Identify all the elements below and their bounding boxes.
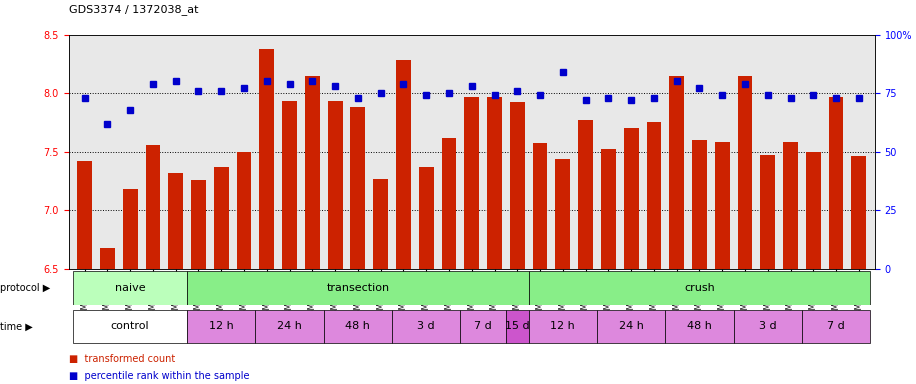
Text: 24 h: 24 h [618,321,644,331]
Text: 12 h: 12 h [209,321,234,331]
Bar [187,310,256,343]
Bar [169,173,183,269]
Bar [442,137,456,269]
Bar [670,76,684,269]
Text: 3 d: 3 d [418,321,435,331]
Bar [328,101,343,269]
Bar [282,101,297,269]
Bar [597,310,665,343]
Text: ■  transformed count: ■ transformed count [69,354,175,364]
Bar [783,142,798,269]
Bar [419,167,433,269]
Text: naive: naive [114,283,146,293]
Text: crush: crush [684,283,714,293]
Text: ■  percentile rank within the sample: ■ percentile rank within the sample [69,371,249,381]
Bar [802,310,870,343]
Text: 24 h: 24 h [278,321,302,331]
Bar [461,310,506,343]
Bar [647,122,661,269]
Bar [806,152,821,269]
Bar [529,310,597,343]
Bar [601,149,616,269]
Bar [714,142,730,269]
Bar [692,140,707,269]
Bar [760,155,775,269]
Text: 7 d: 7 d [474,321,492,331]
Text: 48 h: 48 h [687,321,712,331]
Bar [396,60,411,269]
Text: 12 h: 12 h [551,321,575,331]
Bar [305,76,320,269]
Text: 15 d: 15 d [505,321,529,331]
Bar [506,310,529,343]
Bar [73,310,187,343]
Bar [829,97,844,269]
Bar [100,248,114,269]
Text: transection: transection [326,283,389,293]
Bar [236,152,251,269]
Bar [665,310,734,343]
Text: time ▶: time ▶ [0,321,33,331]
Bar [852,156,867,269]
Bar [77,161,92,269]
Bar [213,167,229,269]
Bar [73,271,187,305]
Bar [555,159,571,269]
Bar [256,310,323,343]
Bar [351,107,365,269]
Bar [323,310,392,343]
Text: protocol ▶: protocol ▶ [0,283,50,293]
Text: GDS3374 / 1372038_at: GDS3374 / 1372038_at [69,5,198,15]
Text: 48 h: 48 h [345,321,370,331]
Bar [487,97,502,269]
Bar [464,97,479,269]
Bar [624,128,638,269]
Bar [529,271,870,305]
Bar [578,120,593,269]
Bar [392,310,461,343]
Bar [123,189,137,269]
Text: 7 d: 7 d [827,321,845,331]
Bar [259,49,274,269]
Text: 3 d: 3 d [759,321,777,331]
Bar [373,179,388,269]
Bar [146,145,160,269]
Text: control: control [111,321,149,331]
Bar [510,103,525,269]
Bar [187,271,529,305]
Bar [532,144,548,269]
Bar [191,180,206,269]
Bar [737,76,752,269]
Bar [734,310,802,343]
